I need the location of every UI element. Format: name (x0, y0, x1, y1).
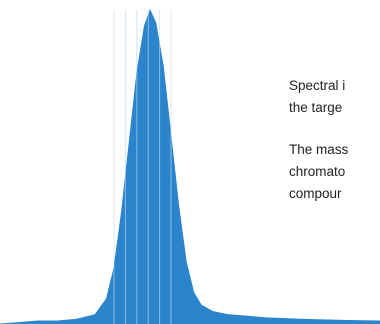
paragraph-spectral: Spectral i the targe (289, 75, 380, 119)
text-line: the targe (289, 100, 343, 115)
peak-area-layer (0, 8, 380, 324)
peak-area-series (0, 8, 380, 324)
text-line: Spectral i (289, 78, 346, 93)
text-line: The mass (289, 142, 349, 157)
scan-marker-overlay (113, 10, 172, 324)
text-line: chromato (289, 164, 346, 179)
text-line: compour (289, 186, 342, 201)
paragraph-mass: The mass chromato compour (289, 139, 380, 205)
